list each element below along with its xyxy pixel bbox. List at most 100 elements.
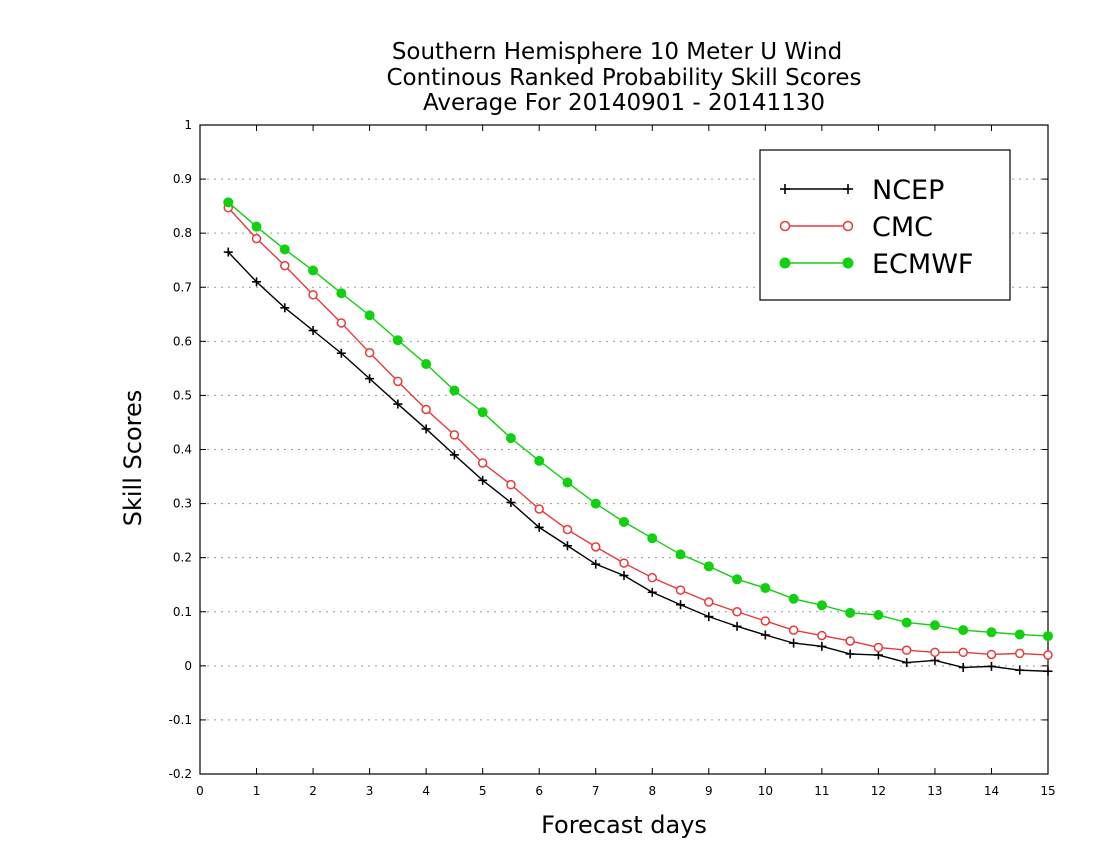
data-point [647,587,657,597]
data-point [590,498,601,509]
chart-title-line: Average For 20140901 - 20141130 [423,90,825,116]
data-point [986,627,997,638]
data-point [930,655,940,665]
legend-marker [842,257,854,269]
series-ncep [223,247,1053,676]
data-point [562,477,573,488]
data-point [392,335,403,346]
data-point [280,303,290,313]
data-point [308,265,319,276]
series-cmc [223,202,1053,660]
y-tick-label: 0.5 [173,388,192,402]
data-point [1014,629,1025,640]
legend-marker [779,257,791,269]
data-point [252,277,262,287]
data-point [619,516,629,527]
data-point [845,636,855,646]
legend-item-ecmwf: ECMWF [779,249,973,280]
data-point [223,197,234,208]
data-point [676,600,686,610]
x-tick-label: 14 [984,784,999,798]
data-point [647,533,658,544]
data-point [760,630,770,640]
y-tick-label: 0.8 [173,226,192,240]
data-point [958,647,968,658]
data-point [364,347,375,358]
data-point [619,558,629,568]
legend-marker [779,220,791,232]
x-tick-label: 12 [871,784,886,798]
y-tick-label: 0 [184,659,192,673]
data-point [1014,648,1025,659]
data-point [704,612,714,622]
data-point [477,407,488,418]
y-tick-label: 0.9 [173,172,192,186]
data-point [506,479,516,490]
y-tick-label: -0.1 [169,713,192,727]
data-point [449,385,460,396]
data-point [251,221,262,232]
data-point [930,647,940,658]
y-tick-label: 0.1 [173,605,192,619]
data-point [421,404,431,415]
chart-title-line: Continous Ranked Probability Skill Score… [386,65,861,91]
legend-label: NCEP [872,175,944,206]
data-point [534,522,544,532]
legend-item-cmc: CMC [779,212,933,243]
x-tick-label: 8 [648,784,656,798]
data-point [675,585,686,595]
legend-marker [780,184,790,194]
data-point [789,638,799,648]
x-tick-label: 7 [592,784,600,798]
data-point [308,290,318,300]
data-point [902,658,912,668]
data-point [534,455,545,466]
data-point [788,593,799,604]
x-tick-label: 4 [422,784,430,798]
legend-label: ECMWF [872,249,973,280]
x-axis-label: Forecast days [541,811,707,839]
data-point [986,649,997,660]
y-tick-label: 0.7 [173,280,192,294]
legend-box [759,149,1011,301]
data-point [449,450,459,460]
data-point [873,609,884,620]
data-point [901,645,912,655]
data-point [817,630,827,641]
data-point [845,649,855,659]
data-point [478,475,488,485]
data-point [421,424,431,434]
data-point [393,376,403,387]
data-point [732,621,742,631]
chart-title-line: Southern Hemisphere 10 Meter U Wind [392,39,842,65]
x-tick-label: 11 [814,784,829,798]
data-point [534,504,544,514]
data-point [364,310,375,321]
legend-marker [842,220,854,232]
data-point [1015,665,1025,675]
x-tick-label: 3 [366,784,374,798]
data-point [845,607,856,618]
legend-label: CMC [872,212,933,243]
x-tick-label: 13 [927,784,942,798]
data-point [279,244,290,255]
y-tick-label: 0.2 [173,551,192,565]
y-tick-label: 1 [184,118,192,132]
data-point [929,620,940,631]
chart-title: Southern Hemisphere 10 Meter U Wind Cont… [386,39,861,116]
x-tick-label: 10 [758,784,773,798]
x-tick-label: 5 [479,784,487,798]
data-point [506,498,516,508]
data-point [336,318,347,328]
axis-ticks: -0.2-0.100.10.20.30.40.50.60.70.80.910 1 2… [169,118,1056,798]
x-tick-label: 6 [535,784,543,798]
data-point [816,600,827,611]
data-point [986,661,996,671]
data-point [647,572,658,583]
y-tick-label: 0.6 [173,334,192,348]
data-point [336,288,347,299]
series-line [227,251,1049,672]
y-tick-label: -0.2 [169,767,192,781]
data-point [817,641,827,651]
